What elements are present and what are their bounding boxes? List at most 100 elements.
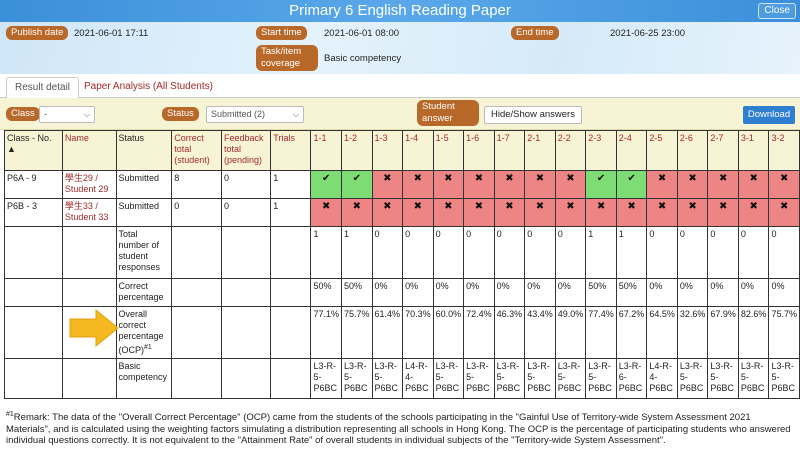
header-question-2-6[interactable]: 2-6: [676, 130, 709, 171]
header-question-1-6[interactable]: 1-6: [463, 130, 495, 171]
answer-cell[interactable]: ✖: [585, 198, 617, 227]
summary-empty-cell: [220, 358, 272, 399]
class-select[interactable]: - ⌵: [39, 106, 95, 123]
cross-icon: ✖: [535, 201, 545, 212]
header-question-1-2[interactable]: 1-2: [341, 130, 373, 171]
header-question-2-3[interactable]: 2-3: [585, 130, 617, 171]
header-name[interactable]: Name: [61, 130, 117, 171]
answer-cell[interactable]: ✖: [707, 198, 739, 227]
answer-cell[interactable]: ✖: [493, 198, 526, 227]
header-question-1-7[interactable]: 1-7: [493, 130, 526, 171]
answer-cell[interactable]: ✖: [524, 198, 556, 227]
answer-cell[interactable]: ✖: [646, 198, 678, 227]
header-status[interactable]: Status: [115, 130, 173, 171]
cross-icon: ✖: [505, 173, 514, 184]
summary-row: Correct percentage 50% 50% 0% 0% 0% 0% 0% 0% 0% 50…: [4, 278, 800, 307]
cross-icon: ✖: [413, 201, 423, 212]
summary-value: 0: [737, 226, 770, 279]
status-filter-label: Status: [162, 107, 199, 121]
answer-cell[interactable]: ✖: [676, 170, 709, 199]
summary-value: 0%: [432, 278, 465, 307]
cell-trials: 1: [270, 170, 312, 199]
header-question-1-1[interactable]: 1-1: [310, 130, 342, 171]
cross-icon: ✖: [749, 173, 758, 184]
cell-student-name[interactable]: 學生33 / Student 33: [61, 198, 117, 227]
summary-value: L3-R-5-P6BC: [768, 358, 800, 399]
header-question-2-7[interactable]: 2-7: [707, 130, 739, 171]
answer-cell[interactable]: ✖: [554, 170, 587, 199]
answer-cell[interactable]: ✖: [402, 198, 434, 227]
answer-cell[interactable]: ✖: [341, 198, 373, 227]
summary-value: 60.0%: [432, 306, 465, 359]
answer-cell[interactable]: ✖: [615, 198, 648, 227]
status-select[interactable]: Submitted (2) ⌵: [206, 106, 304, 123]
cell-student-name[interactable]: 學生29 / Student 29: [61, 170, 117, 199]
summary-empty-cell: [171, 306, 222, 359]
answer-cell[interactable]: ✖: [371, 170, 404, 199]
summary-row: Total number of student responses 1 1 0 0 0 0 0…: [4, 226, 800, 279]
answer-cell[interactable]: ✖: [432, 170, 465, 199]
header-question-1-5[interactable]: 1-5: [432, 130, 465, 171]
summary-empty-cell: [220, 226, 272, 279]
answer-cell[interactable]: ✖: [432, 198, 465, 227]
window-title-bar: Primary 6 English Reading Paper Close: [0, 0, 800, 22]
close-button[interactable]: Close: [758, 3, 796, 19]
summary-empty-cell: [4, 306, 63, 359]
answer-cell[interactable]: ✖: [524, 170, 556, 199]
answer-cell[interactable]: ✖: [402, 170, 434, 199]
summary-value: 32.6%: [676, 306, 709, 359]
answer-cell[interactable]: ✖: [493, 170, 526, 199]
remark-note: #1Remark: The data of the "Overall Corre…: [6, 409, 796, 447]
answer-cell[interactable]: ✖: [737, 198, 770, 227]
header-trials[interactable]: Trials: [270, 130, 312, 171]
answer-cell[interactable]: ✖: [554, 198, 587, 227]
header-question-2-4[interactable]: 2-4: [615, 130, 648, 171]
summary-empty-cell: [270, 306, 312, 359]
tab-result-detail[interactable]: Result detail: [6, 77, 80, 99]
answer-cell[interactable]: ✖: [646, 170, 678, 199]
answer-cell[interactable]: ✔: [615, 170, 648, 199]
table-header-row: Class - No. ▲ Name Status Correct total …: [4, 130, 800, 171]
chevron-down-icon: ⌵: [292, 110, 299, 119]
summary-label: Basic competency: [115, 358, 173, 399]
summary-value: L3-R-5-P6BC: [341, 358, 373, 399]
answer-cell[interactable]: ✖: [676, 198, 709, 227]
summary-value: 67.9%: [707, 306, 739, 359]
summary-empty-cell: [4, 278, 63, 307]
tab-paper-analysis[interactable]: Paper Analysis (All Students): [84, 81, 213, 92]
answer-cell[interactable]: ✖: [371, 198, 404, 227]
summary-empty-cell: [4, 358, 63, 399]
header-question-3-2[interactable]: 3-2: [768, 130, 800, 171]
download-button[interactable]: Download: [743, 106, 795, 124]
header-question-2-1[interactable]: 2-1: [524, 130, 556, 171]
answer-cell[interactable]: ✖: [310, 198, 342, 227]
summary-value: 70.3%: [402, 306, 434, 359]
summary-value: 50%: [585, 278, 617, 307]
summary-empty-cell: [270, 278, 312, 307]
answer-cell[interactable]: ✖: [737, 170, 770, 199]
header-question-2-2[interactable]: 2-2: [554, 130, 587, 171]
answer-cell[interactable]: ✖: [768, 198, 800, 227]
cross-icon: ✖: [352, 201, 361, 212]
header-question-1-3[interactable]: 1-3: [371, 130, 404, 171]
answer-cell[interactable]: ✖: [768, 170, 800, 199]
summary-value: 0: [646, 226, 678, 279]
header-correct-total[interactable]: Correct total (student): [171, 130, 222, 171]
summary-value: 0: [524, 226, 556, 279]
summary-label-text: Total number of student responses: [118, 229, 161, 272]
summary-value: L3-R-5-P6BC: [371, 358, 404, 399]
student-answer-label: Student answer: [417, 100, 479, 126]
answer-cell[interactable]: ✔: [310, 170, 342, 199]
answer-cell[interactable]: ✖: [463, 198, 495, 227]
header-feedback-total[interactable]: Feedback total (pending): [220, 130, 272, 171]
answer-cell[interactable]: ✖: [463, 170, 495, 199]
header-question-1-4[interactable]: 1-4: [402, 130, 434, 171]
header-question-3-1[interactable]: 3-1: [737, 130, 770, 171]
header-class-no[interactable]: Class - No. ▲: [4, 130, 63, 171]
hide-show-answers-button[interactable]: Hide/Show answers: [484, 106, 582, 124]
start-time-value: 2021-06-01 08:00: [324, 28, 400, 39]
answer-cell[interactable]: ✔: [585, 170, 617, 199]
answer-cell[interactable]: ✔: [341, 170, 373, 199]
answer-cell[interactable]: ✖: [707, 170, 739, 199]
header-question-2-5[interactable]: 2-5: [646, 130, 678, 171]
